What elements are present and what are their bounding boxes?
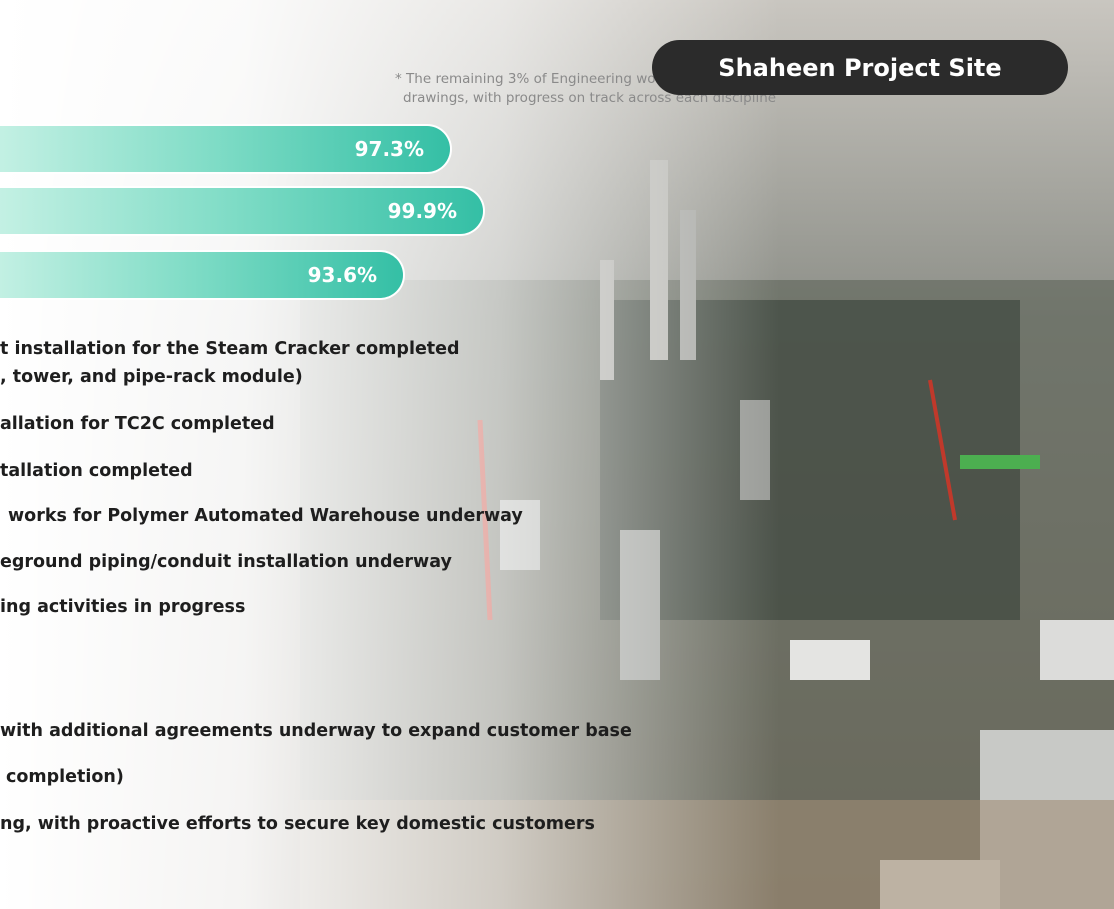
progress-label: 93.6%	[307, 263, 378, 287]
progress-bar: 93.6%	[0, 250, 406, 300]
item-text: t installation for the Steam Cracker com…	[0, 339, 460, 359]
progress-label: 97.3%	[354, 137, 424, 161]
item-text: allation for TC2C completed	[0, 414, 275, 434]
item-text: , tower, and pipe-rack module)	[0, 367, 303, 387]
item-text: eground piping/conduit installation unde…	[0, 552, 452, 572]
progress-bar: 97.3%	[0, 124, 452, 174]
progress-label: 99.9%	[387, 199, 457, 223]
site-badge: Shaheen Project Site	[652, 40, 1068, 95]
item-text: ng, with proactive efforts to secure key…	[0, 814, 595, 834]
item-text: with additional agreements underway to e…	[0, 721, 632, 741]
item-text: completion)	[6, 767, 124, 787]
item-text: ing activities in progress	[0, 597, 246, 617]
item-text: tallation completed	[0, 461, 193, 481]
item-text: works for Polymer Automated Warehouse un…	[8, 506, 523, 526]
progress-bar: 99.9%	[0, 186, 485, 236]
